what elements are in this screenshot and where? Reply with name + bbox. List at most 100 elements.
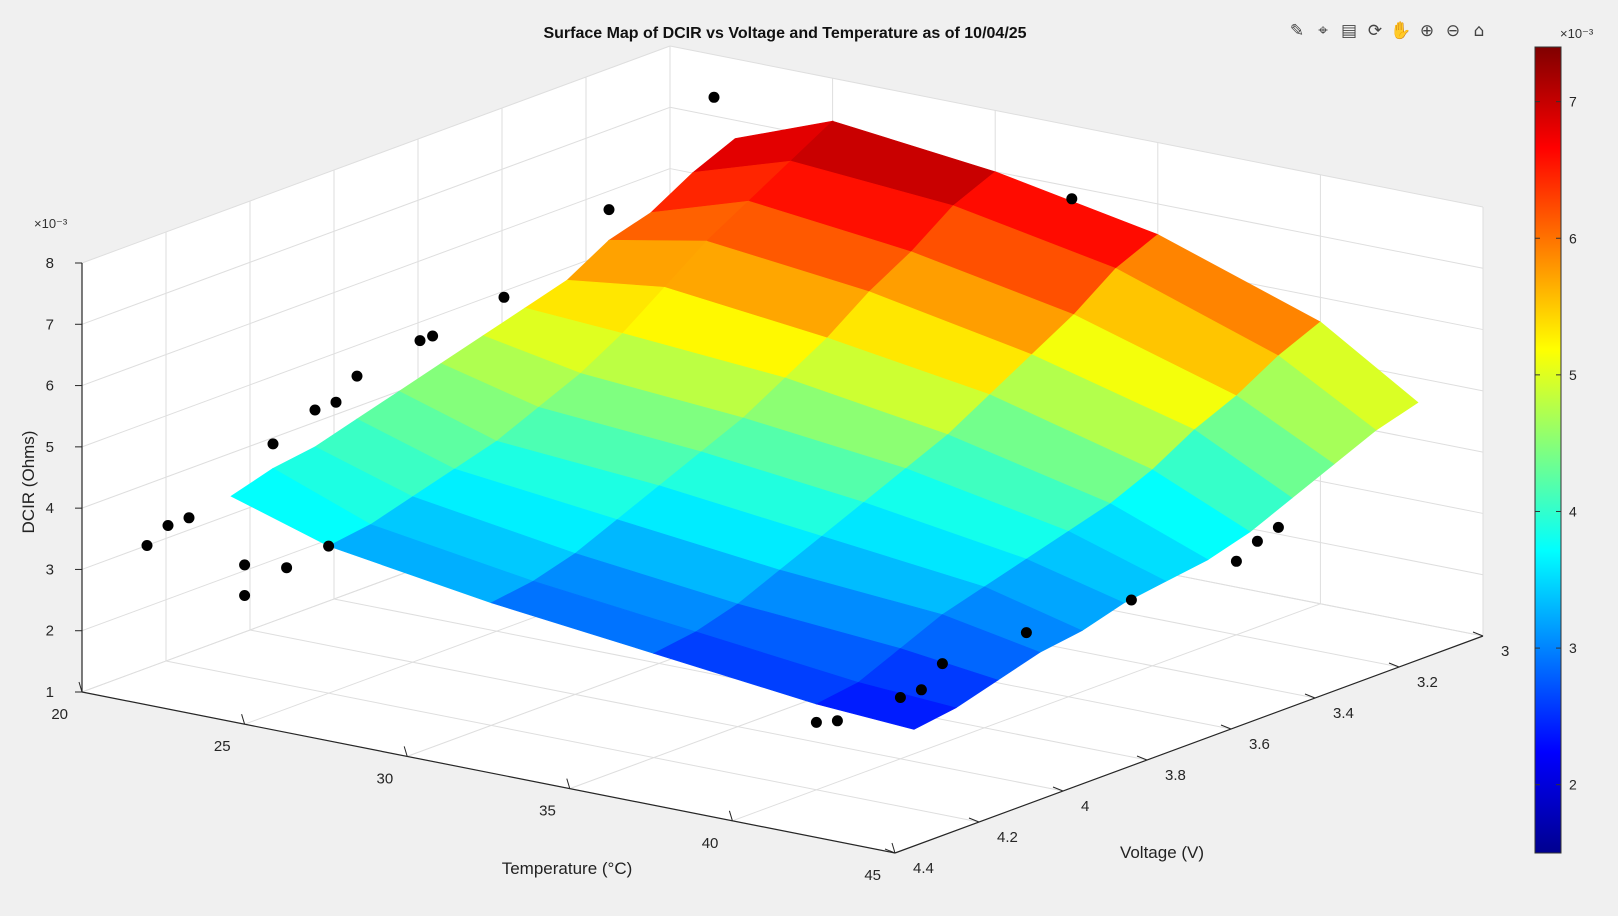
measured-point <box>1230 555 1242 567</box>
grid-line-y-floor <box>249 629 1064 792</box>
colorbar-tick-label: 4 <box>1569 504 1577 520</box>
y-axis-label: Voltage (V) <box>1120 843 1204 862</box>
z-tick-label: 6 <box>46 378 54 395</box>
measured-point <box>1125 594 1137 606</box>
measured-point <box>1272 521 1284 533</box>
measured-point <box>831 715 843 727</box>
measured-point <box>183 512 195 524</box>
measured-point <box>603 204 615 216</box>
back-pane-temperature <box>82 46 670 692</box>
colorbar-ticks: 2 3 4 5 6 7 <box>1535 94 1577 793</box>
x-tick-label: 20 <box>51 706 68 723</box>
colorbar-tick-label: 5 <box>1569 367 1577 383</box>
grid-line-z-back <box>669 45 1484 208</box>
rotate-3d-icon[interactable]: ⟳ <box>1367 21 1383 41</box>
data-tips-icon[interactable]: ⌖ <box>1318 21 1328 41</box>
y-tick-label: 4 <box>1081 798 1089 815</box>
x-tick-mark <box>403 746 408 757</box>
brush-icon[interactable]: ✎ <box>1289 21 1305 41</box>
pan-icon[interactable]: ✋ <box>1390 21 1412 41</box>
measured-point <box>1020 627 1032 639</box>
y-tick-label: 3.4 <box>1333 705 1354 722</box>
grid-line-x-floor <box>732 603 1321 822</box>
grid-line-z-left <box>81 106 671 325</box>
colorbar-tick-label: 6 <box>1569 230 1577 246</box>
grid-line-z-left <box>81 229 671 448</box>
measured-point <box>1066 193 1078 205</box>
measured-point <box>1251 535 1263 547</box>
measured-point <box>351 370 363 382</box>
colorbar-tick-label: 3 <box>1569 640 1577 656</box>
measured-point <box>141 540 153 551</box>
y-axis-line <box>894 635 1484 854</box>
x-tick-mark <box>891 842 896 854</box>
measured-point <box>427 330 439 342</box>
z-axis-exponent: ×10⁻³ <box>34 216 68 231</box>
y-tick-label: 4.2 <box>997 829 1018 846</box>
measured-point <box>894 692 906 703</box>
axes-lines <box>81 263 1484 854</box>
colorbar: 2 3 4 5 6 7 ×10⁻³ <box>1534 26 1594 854</box>
measured-point <box>936 658 948 670</box>
measured-point <box>414 335 426 347</box>
y-tick-mark <box>968 817 980 823</box>
measured-point <box>498 291 510 303</box>
colorbar-tick-label: 7 <box>1569 94 1577 110</box>
measured-point <box>708 91 720 103</box>
measured-point <box>323 540 335 552</box>
z-tick-label: 1 <box>46 684 54 701</box>
x-tick-label: 45 <box>864 867 881 884</box>
measured-point <box>239 590 251 601</box>
x-axis-label: Temperature (°C) <box>502 859 633 878</box>
zoom-in-icon[interactable]: ⊕ <box>1419 21 1435 41</box>
surface-patch <box>815 682 957 730</box>
x-tick-label: 25 <box>214 738 231 755</box>
y-tick-label: 3.6 <box>1249 736 1270 753</box>
grid-line-y-floor <box>165 660 980 823</box>
y-tick-mark <box>1052 786 1064 792</box>
measured-point <box>239 559 251 571</box>
y-tick-label: 3.2 <box>1417 674 1438 691</box>
y-tick-mark <box>1220 724 1232 730</box>
chart-title: Surface Map of DCIR vs Voltage and Tempe… <box>543 25 1026 42</box>
measured-point <box>162 520 174 531</box>
home-icon[interactable]: ⌂ <box>1473 21 1485 41</box>
y-tick-mark <box>1388 662 1400 668</box>
x-axis-line <box>81 691 896 854</box>
dcir-surface <box>230 120 1419 730</box>
z-axis-label: DCIR (Ohms) <box>19 431 38 534</box>
x-tick-label: 30 <box>377 770 394 787</box>
colorbar-exponent: ×10⁻³ <box>1560 26 1594 41</box>
y-tick-label: 3.8 <box>1165 767 1186 784</box>
x-tick-mark <box>78 681 83 693</box>
y-tick-label: 4.4 <box>913 860 934 877</box>
axes-toolbar: ✎ ⌖ ▤ ⟳ ✋ ⊕ ⊖ ⌂ <box>1286 20 1490 42</box>
z-tick-label: 2 <box>46 623 54 640</box>
export-icon[interactable]: ▤ <box>1340 21 1358 41</box>
x-tick-label: 40 <box>702 835 719 852</box>
measured-point <box>915 684 927 696</box>
z-tick-label: 5 <box>46 439 54 456</box>
measured-points <box>141 91 1284 728</box>
measured-point <box>330 396 342 408</box>
y-tick-mark <box>1472 631 1484 637</box>
z-tick-label: 4 <box>46 500 54 517</box>
grid-line-z-left <box>81 45 671 264</box>
y-tick-mark <box>1304 693 1316 699</box>
zoom-out-icon[interactable]: ⊖ <box>1445 21 1461 41</box>
z-tick-label: 8 <box>46 255 54 272</box>
x-tick-label: 35 <box>539 803 556 820</box>
y-tick-mark <box>884 848 896 854</box>
colorbar-tick-label: 2 <box>1569 777 1577 793</box>
x-tick-mark <box>566 778 571 789</box>
z-tick-label: 7 <box>46 316 54 333</box>
measured-point <box>309 404 321 416</box>
grid-line-z-left <box>81 168 671 387</box>
x-tick-mark <box>241 714 246 725</box>
y-tick-mark <box>1136 755 1148 761</box>
measured-point <box>267 438 279 450</box>
y-tick-label: 3 <box>1501 643 1509 660</box>
z-tick-label: 3 <box>46 561 54 578</box>
